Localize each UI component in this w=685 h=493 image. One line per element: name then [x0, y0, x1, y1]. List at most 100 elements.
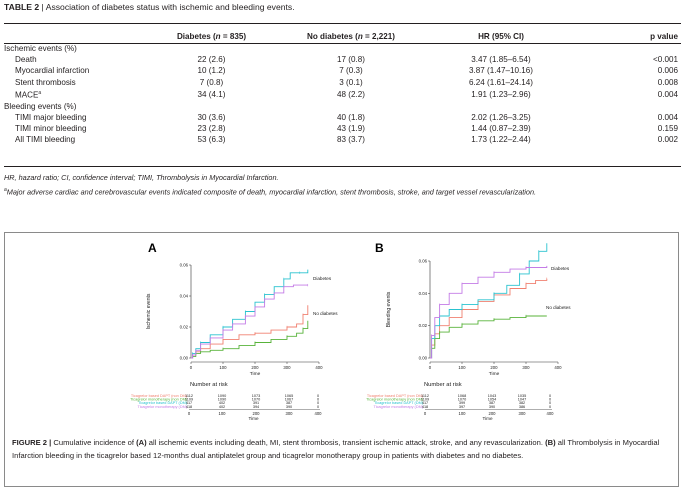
risk-x-tick-label: 400 [315, 411, 323, 416]
km-curve-series-3 [191, 269, 309, 359]
risk-x-tick-label: 200 [253, 411, 261, 416]
y-tick-label: 0.02 [419, 323, 428, 328]
no-diabetes-cell: 83 (3.7) [337, 135, 365, 145]
risk-value: 1073 [252, 394, 260, 398]
risk-value: 1054 [488, 398, 496, 402]
km-curve-series-4 [191, 284, 308, 359]
km-curve-series-4 [430, 265, 548, 359]
risk-value: 387 [489, 401, 495, 405]
table-body: Ischemic events (%) Death 22 (2.6) 17 (0.8)… [4, 43, 681, 146]
diabetes-cell: 34 (4.1) [197, 89, 226, 99]
no-diabetes-cell: 43 (1.9) [337, 124, 365, 134]
risk-value: 418 [186, 405, 192, 409]
hr-cell: 3.87 (1.47–10.16) [469, 66, 533, 76]
no-diabetes-cell: 3 (0.1) [339, 77, 363, 87]
risk-value: 1035 [518, 394, 526, 398]
x-tick-label: 100 [458, 365, 466, 370]
risk-x-tick-label: 100 [219, 411, 227, 416]
risk-value: 0 [549, 394, 551, 398]
y-tick-label: 0.06 [419, 259, 428, 264]
no-diabetes-cell: 7 (0.3) [339, 66, 363, 76]
no-diabetes-cell: 17 (0.8) [337, 55, 365, 65]
risk-group-label: Ticagrelor based DAPT (non DM) [367, 394, 424, 398]
risk-value: 386 [519, 405, 525, 409]
diabetes-cell: 30 (3.6) [197, 112, 226, 122]
footnote-marker: a [4, 187, 7, 193]
outcome-name: TIMI minor bleeding [15, 124, 87, 134]
risk-x-tick-label: 400 [547, 411, 555, 416]
caption-ref-a: (A) [136, 438, 147, 447]
x-axis-label: Time [250, 371, 261, 377]
table-row: MACEa 34 (4.1) 48 (2.2) 1.91 (1.23–2.96) 0.0… [4, 88, 681, 101]
table-row: Myocardial infarction 10 (1.2) 7 (0.3) 3.87… [4, 65, 681, 76]
section-label: Bleeding events (%) [4, 101, 77, 111]
risk-value: 1112 [421, 394, 429, 398]
risk-value: 0 [549, 398, 551, 402]
x-tick-label: 200 [490, 365, 498, 370]
x-tick-label: 300 [522, 365, 530, 370]
outcome-name: Myocardial infarction [15, 66, 90, 76]
risk-group-label: Ticagrelor monotherapy (DM) [138, 405, 188, 409]
header-diabetes-prefix: Diabetes ( [176, 31, 216, 41]
risk-x-tick-label: 0 [424, 411, 427, 416]
caption-part-2: all ischemic events including death, MI,… [146, 438, 546, 447]
y-tick-label: 0.00 [180, 356, 189, 361]
curve-label-no-diabetes: No diabetes [313, 311, 338, 316]
km-curve-series-1 [430, 278, 548, 359]
risk-value: 418 [422, 405, 428, 409]
risk-value: 382 [519, 401, 525, 405]
risk-x-axis-label: Time [248, 416, 258, 421]
risk-value: 1109 [421, 398, 429, 402]
table-footnote-mace: aMajor adverse cardiac and cerebrovascul… [4, 187, 536, 196]
table-footnote-abbreviations: HR, hazard ratio; CI, confidence interva… [4, 173, 279, 182]
risk-x-tick-label: 100 [459, 411, 467, 416]
p-value-cell: 0.002 [657, 135, 678, 145]
outcome-name: Stent thrombosis [15, 77, 76, 87]
no-diabetes-cell: 40 (1.8) [337, 112, 365, 122]
curve-label-no-diabetes: No diabetes [546, 305, 571, 310]
header-diabetes-n: n [215, 31, 221, 41]
km-curve-series-1 [191, 305, 309, 359]
table-row: Stent thrombosis 7 (0.8) 3 (0.1) 6.24 (1.61… [4, 77, 681, 88]
table-bottom-rule [4, 166, 681, 167]
risk-x-tick-label: 0 [188, 411, 191, 416]
risk-value: 394 [253, 405, 259, 409]
risk-value: 1090 [218, 394, 226, 398]
risk-value: 1070 [458, 398, 466, 402]
table-title-separator: | [39, 2, 46, 12]
risk-table-title: Number at risk [424, 382, 462, 388]
panel-letter: A [148, 241, 157, 255]
risk-value: 0 [317, 398, 319, 402]
figure-frame [4, 232, 679, 487]
risk-value: 402 [219, 405, 225, 409]
km-curve-series-2 [430, 315, 547, 359]
risk-group-label: Ticagrelor monotherapy (non DM) [366, 398, 424, 402]
risk-value: 1090 [218, 398, 226, 402]
risk-group-label: Ticagrelor based DAPT (non DM) [131, 394, 188, 398]
panel-letter: B [375, 241, 384, 255]
risk-value: 397 [459, 405, 465, 409]
table-row: TIMI major bleeding 30 (3.6) 40 (1.8) 2.02 … [4, 112, 681, 123]
x-tick-label: 300 [283, 365, 291, 370]
header-p-value: p value [650, 31, 678, 41]
x-axis-label: Time [489, 371, 500, 377]
risk-value: 0 [317, 394, 319, 398]
risk-value: 0 [549, 405, 551, 409]
y-axis-label: Ischemic events [146, 293, 152, 329]
figure-caption: FIGURE 2 | Cumulative incidence of (A) a… [12, 437, 672, 462]
risk-value: 1112 [185, 394, 193, 398]
outcome-name: Death [15, 55, 37, 65]
risk-value: 1043 [488, 394, 496, 398]
table-label: TABLE 2 [4, 2, 40, 12]
header-no-diabetes-n: n [357, 31, 363, 41]
diabetes-cell: 22 (2.6) [197, 55, 226, 65]
caption-ref-b: (B) [545, 438, 556, 447]
y-axis-label: Bleeding events [386, 291, 392, 327]
no-diabetes-cell: 48 (2.2) [337, 89, 365, 99]
hr-cell: 3.47 (1.85–6.54) [471, 55, 531, 65]
x-tick-label: 400 [554, 365, 562, 370]
p-value-cell: 0.004 [657, 89, 678, 99]
risk-value: 1109 [185, 398, 193, 402]
header-no-diabetes-count: = 2,221) [362, 31, 395, 41]
